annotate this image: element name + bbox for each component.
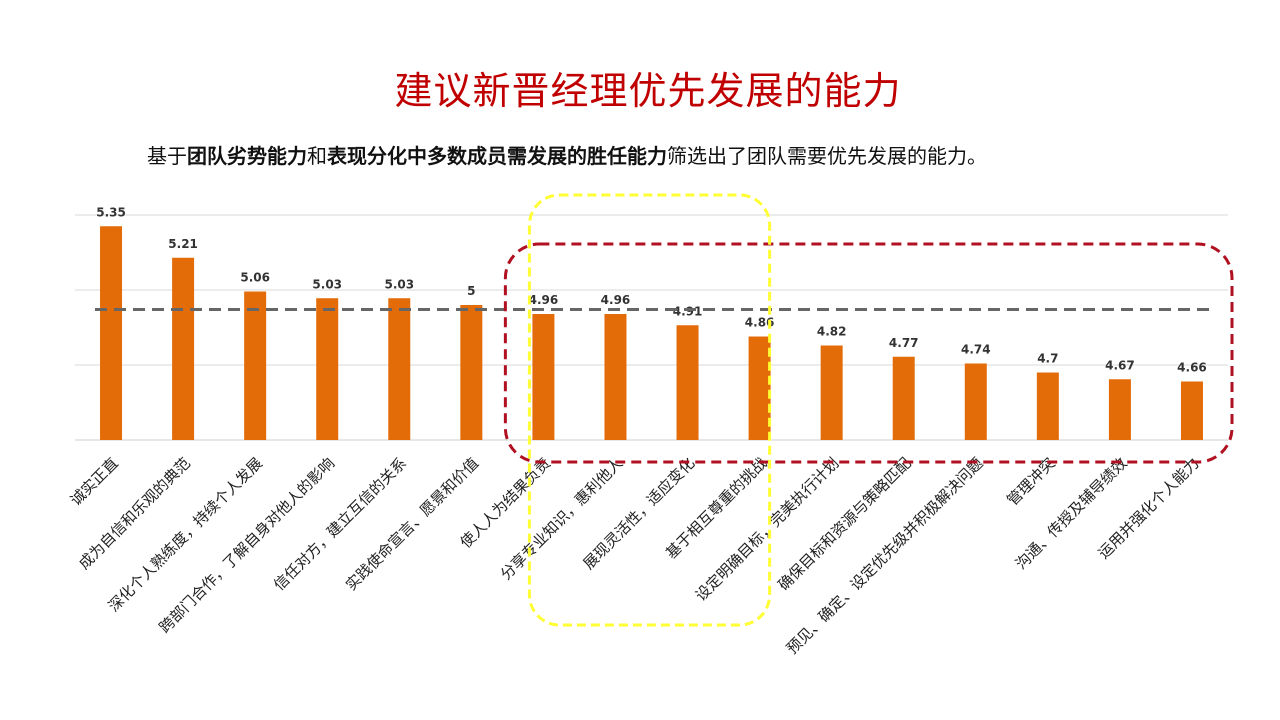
data-label: 4.74 [961,343,991,357]
data-label: 5 [467,284,475,298]
bar [892,356,915,440]
bar [604,314,627,440]
page-title: 建议新晋经理优先发展的能力 [394,69,902,113]
data-label: 4.96 [601,293,631,307]
category-label: 信任对方，建立互信的关系 [270,454,410,594]
data-label: 5.03 [312,277,342,291]
subtitle-part-3: 筛选出了团队需要优先发展的能力。 [667,144,987,168]
subtitle-emphasis-2: 表现分化中多数成员需发展的胜任能力 [327,144,667,168]
bar [1108,379,1131,440]
bar [748,336,771,440]
data-label: 4.77 [889,336,919,350]
bar [316,298,339,440]
red-highlight-box [503,242,1234,464]
data-label: 5.06 [240,271,270,285]
subtitle-emphasis-1: 团队劣势能力 [187,144,307,168]
data-label: 5.21 [168,237,198,251]
category-label: 设定明确目标，完美执行计划 [692,454,843,605]
data-label: 4.91 [673,304,703,318]
subtitle: 基于团队劣势能力和表现分化中多数成员需发展的胜任能力筛选出了团队需要优先发展的能… [147,140,987,169]
data-label: 4.82 [817,325,847,339]
bar [532,314,555,440]
data-label: 5.35 [96,205,126,219]
bar [172,257,195,440]
category-label: 实践使命宣言、愿景和价值 [342,454,482,594]
subtitle-part-2: 和 [307,144,327,168]
category-label: 分享专业知识，惠利他人 [497,454,626,583]
bar [388,298,411,440]
bar [460,305,483,440]
subtitle-part-1: 基于 [147,144,187,168]
bar [820,345,843,440]
category-label: 确保目标和资源与策略匹配 [775,454,915,594]
category-label: 深化个人熟练度，持续个人发展 [105,454,266,615]
data-label: 4.7 [1037,352,1058,366]
yellow-highlight-box [527,193,772,627]
data-label: 4.66 [1177,361,1207,375]
data-label: 4.96 [529,293,559,307]
bar [1036,372,1059,440]
bar [100,226,123,440]
bar [676,325,699,440]
category-label: 诚实正直 [67,454,122,509]
data-label: 4.86 [745,316,775,330]
bar [244,291,267,440]
data-label: 5.03 [384,277,414,291]
bar [964,363,987,440]
bar [1180,381,1203,440]
data-label: 4.67 [1105,358,1135,372]
